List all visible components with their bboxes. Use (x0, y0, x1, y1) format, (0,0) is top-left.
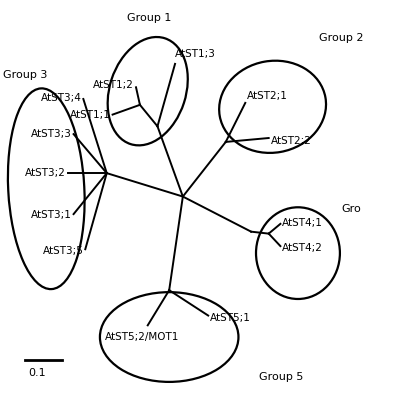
Text: Group 3: Group 3 (3, 70, 48, 80)
Text: Gro: Gro (341, 204, 361, 214)
Text: AtST3;4: AtST3;4 (40, 93, 81, 103)
Text: AtST3;3: AtST3;3 (31, 129, 72, 139)
Text: 0.1: 0.1 (29, 368, 46, 378)
Text: AtST4;2: AtST4;2 (282, 243, 323, 253)
Text: AtST3;2: AtST3;2 (25, 168, 66, 178)
Text: Group 5: Group 5 (259, 372, 303, 382)
Text: AtST3;5: AtST3;5 (42, 246, 83, 256)
Text: AtST3;1: AtST3;1 (31, 210, 72, 220)
Text: AtST5;1: AtST5;1 (210, 312, 251, 322)
Text: AtST1;1: AtST1;1 (70, 110, 111, 119)
Text: AtST2;2: AtST2;2 (271, 136, 312, 146)
Text: Group 2: Group 2 (320, 33, 364, 42)
Text: Group 1: Group 1 (127, 13, 172, 23)
Text: AtST2;1: AtST2;1 (246, 91, 287, 101)
Text: AtST1;3: AtST1;3 (175, 49, 216, 59)
Text: AtST4;1: AtST4;1 (282, 218, 323, 228)
Text: AtST5;2/MOT1: AtST5;2/MOT1 (105, 332, 179, 342)
Text: AtST1;2: AtST1;2 (93, 79, 134, 90)
